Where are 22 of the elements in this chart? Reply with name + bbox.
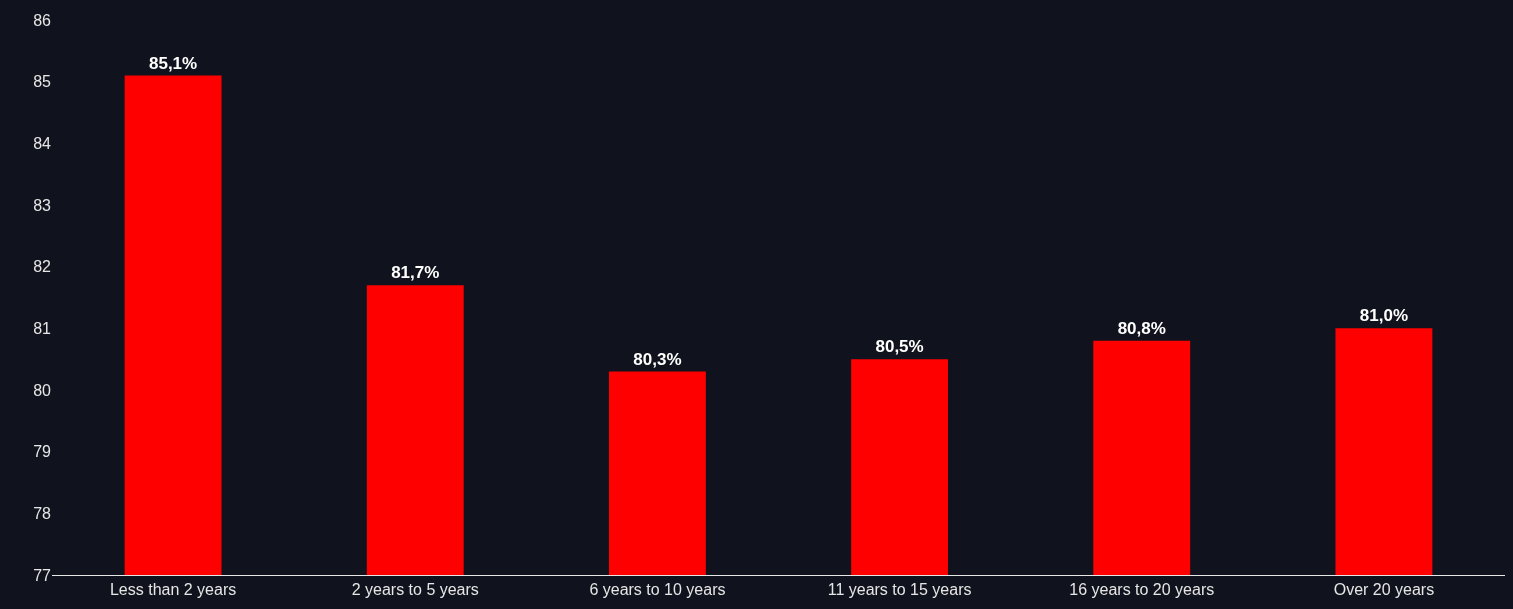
data-label: 80,3%	[633, 349, 682, 369]
x-tick-label: Over 20 years	[1333, 581, 1435, 599]
data-label: 80,5%	[875, 337, 924, 357]
data-label: 81,7%	[391, 263, 440, 283]
y-tick-label: 86	[33, 11, 52, 29]
data-label: 85,1%	[148, 53, 198, 73]
x-tick-label: 16 years to 20 years	[1069, 581, 1215, 599]
y-tick-label: 77	[33, 566, 52, 584]
y-tick-label: 79	[33, 443, 52, 461]
y-tick-label: 80	[33, 381, 52, 399]
y-tick-label: 84	[33, 134, 52, 152]
x-tick-label: 2 years to 5 years	[351, 581, 479, 599]
y-tick-label: 82	[33, 258, 52, 276]
y-tick-label: 81	[33, 319, 52, 337]
x-tick-label: 6 years to 10 years	[589, 581, 726, 599]
x-tick-label: Less than 2 years	[109, 581, 237, 599]
x-tick-label: 11 years to 15 years	[827, 581, 972, 599]
y-tick-label: 83	[33, 196, 52, 214]
y-tick-label: 78	[33, 504, 52, 522]
data-label: 80,8%	[1117, 318, 1166, 338]
data-label: 81,0%	[1359, 306, 1409, 326]
y-tick-label: 85	[33, 73, 52, 91]
